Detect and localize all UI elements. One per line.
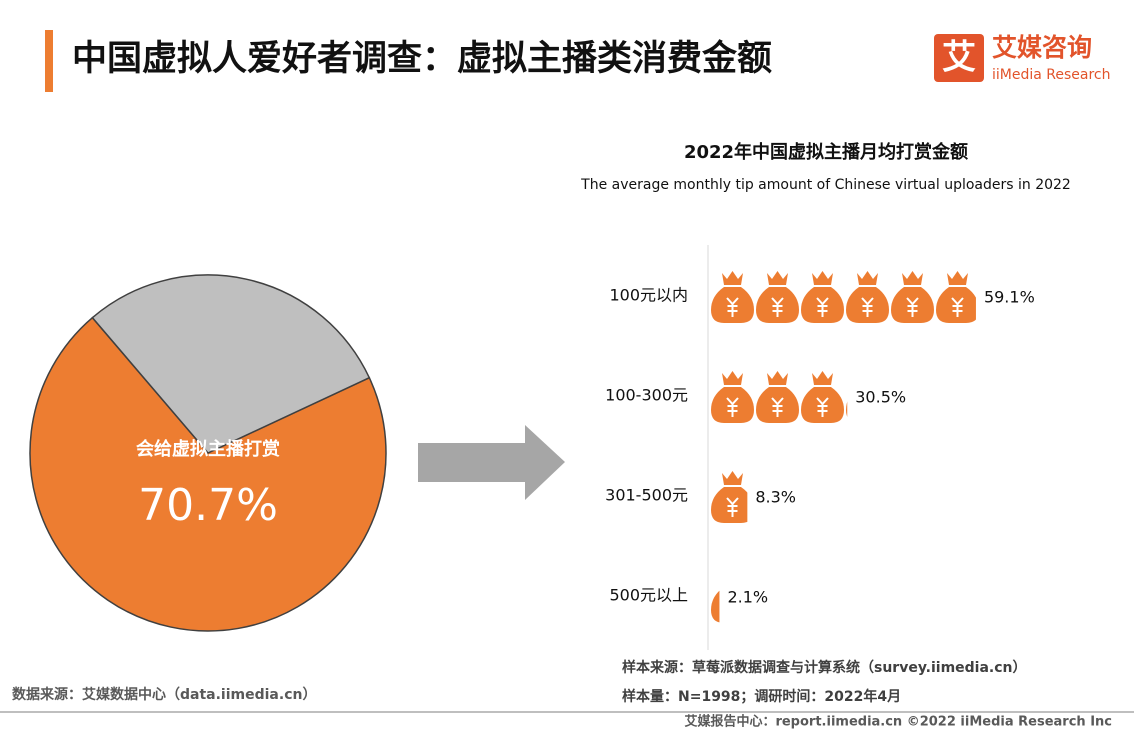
pictogram-bar [710, 570, 720, 626]
arrow [418, 425, 565, 500]
logo-mark: 艾 [942, 38, 976, 78]
page-title: 中国虚拟人爱好者调查：虚拟主播类消费金额 [72, 38, 772, 79]
category-label: 100元以内 [609, 286, 688, 305]
pie-slice [29, 316, 387, 632]
value-label: 8.3% [755, 488, 796, 507]
logo-text: 艾媒咨询 [992, 33, 1092, 62]
slice-value: 70.7% [138, 480, 278, 531]
category-label: 100-300元 [605, 386, 688, 405]
pie-slice [91, 274, 371, 454]
chart-subtitle: The average monthly tip amount of Chines… [580, 177, 1071, 193]
category-label: 500元以上 [609, 586, 688, 605]
slice-label: 会给虚拟主播打赏 [136, 438, 280, 460]
sample-source: 样本来源：草莓派数据调查与计算系统（survey.iimedia.cn） [622, 659, 1027, 676]
value-label: 2.1% [727, 588, 768, 607]
category-label: 301-500元 [605, 486, 688, 505]
pictogram-bar [710, 370, 848, 426]
source: 数据来源：艾媒数据中心（data.iimedia.cn） [12, 686, 316, 703]
title-accent [45, 30, 53, 92]
sample-size: 样本量：N=1998；调研时间：2022年4月 [622, 688, 901, 705]
chart-title: 2022年中国虚拟主播月均打赏金额 [684, 141, 968, 163]
value-label: 59.1% [984, 288, 1035, 307]
logo-box [934, 34, 984, 82]
copyright: 艾媒报告中心：report.iimedia.cn ©2022 iiMedia R… [684, 714, 1112, 730]
pictogram-bar [710, 270, 976, 326]
pictogram-bar [710, 470, 748, 526]
logo-subtext: iiMedia Research [992, 67, 1111, 83]
value-label: 30.5% [855, 388, 906, 407]
